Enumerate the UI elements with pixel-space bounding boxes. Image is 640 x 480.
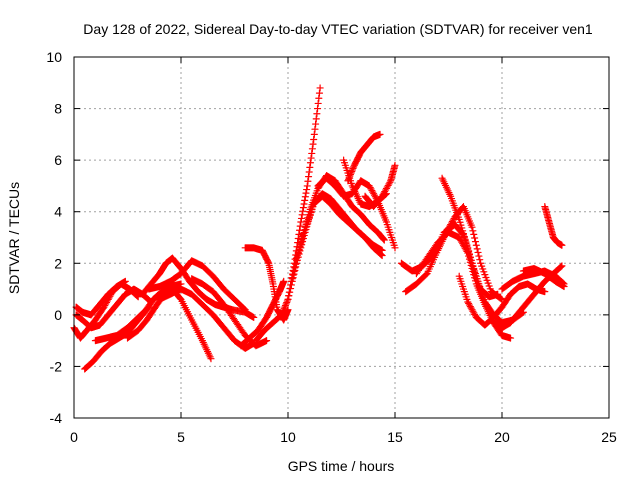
series-sat-e: [91, 303, 153, 345]
y-tick-label: -2: [50, 358, 63, 374]
series-sat-h: [145, 257, 249, 314]
x-tick-labels: 0 5 10 15 20 25: [70, 429, 617, 445]
series-markers: [519, 264, 568, 291]
y-tick-label: -4: [50, 410, 63, 426]
series-sat-s: [344, 130, 384, 185]
series-sat-ab: [519, 264, 568, 291]
series-markers: [438, 174, 527, 327]
series-markers: [91, 303, 153, 345]
series-markers: [156, 285, 258, 352]
series-markers: [541, 202, 566, 249]
chart-title: Day 128 of 2022, Sidereal Day-to-day VTE…: [83, 21, 593, 37]
x-tick-label: 25: [601, 429, 617, 445]
x-tick-label: 5: [177, 429, 185, 445]
series-markers: [292, 192, 386, 262]
y-tick-label: 0: [54, 307, 62, 323]
series-sat-t: [361, 161, 399, 211]
y-axis-label: SDTVAR / TECUs: [6, 182, 22, 294]
x-tick-label: 0: [70, 429, 78, 445]
grid-lines: [74, 57, 609, 418]
series-markers: [489, 262, 566, 332]
series-sat-z: [489, 262, 566, 332]
y-tick-label: 8: [54, 101, 62, 117]
x-tick-label: 15: [387, 429, 403, 445]
y-tick-label: 2: [54, 255, 62, 271]
y-tick-label: 10: [46, 49, 62, 65]
y-tick-label: 6: [54, 152, 62, 168]
series-markers: [402, 202, 506, 303]
plot-frame: [73, 56, 610, 419]
x-tick-label: 10: [280, 429, 296, 445]
x-axis-label: GPS time / hours: [288, 458, 395, 474]
series-sat-x: [438, 174, 527, 327]
y-tick-label: 4: [54, 204, 62, 220]
axis-ticks: [73, 56, 610, 419]
series-markers: [361, 161, 399, 211]
x-tick-label: 20: [494, 429, 510, 445]
series-sat-i: [156, 285, 258, 352]
series-sat-ac: [541, 202, 566, 249]
series-sat-v: [402, 202, 506, 303]
series-sat-p: [292, 192, 386, 262]
y-tick-labels: -4 -2 0 2 4 6 8 10: [46, 49, 62, 426]
series-markers: [344, 130, 384, 185]
series-markers: [145, 257, 249, 314]
data-series: [70, 84, 568, 373]
